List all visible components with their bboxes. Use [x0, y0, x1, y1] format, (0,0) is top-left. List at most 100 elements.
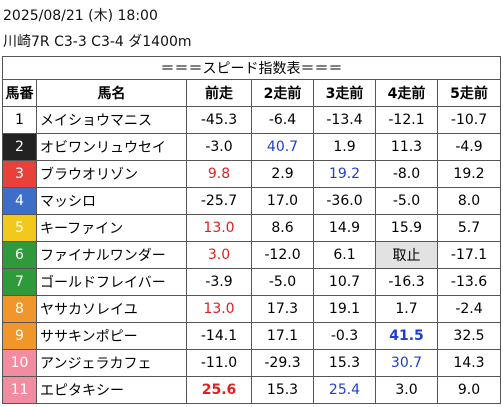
speed-index: 19.1: [313, 295, 376, 323]
speed-index: 17.3: [251, 295, 314, 323]
speed-index: 取止: [375, 241, 438, 269]
table-title: ＝＝＝スピード指数表＝＝＝: [1, 56, 502, 80]
horse-name: マッシロ: [36, 187, 187, 215]
speed-index: 30.7: [375, 349, 438, 377]
speed-index: 8.6: [251, 214, 314, 242]
horse-row: 2 オビワンリュウセイ -3.0 40.7 1.9 11.3 -4.9: [2, 133, 502, 161]
horse-name: エピタキシー: [36, 376, 187, 404]
speed-index: 11.3: [375, 133, 438, 161]
speed-table: ＝＝＝スピード指数表＝＝＝ 馬番 馬名 前走 2走前 3走前 4走前 5走前 1 メイショウマニ…: [1, 56, 502, 404]
speed-index: 5.7: [436, 214, 502, 242]
speed-index: 13.0: [186, 214, 252, 242]
race-info: 川崎7R C3-3 C3-4 ダ1400m: [3, 34, 192, 50]
speed-index: -14.1: [186, 322, 252, 350]
table-body: ＝＝＝スピード指数表＝＝＝ 馬番 馬名 前走 2走前 3走前 4走前 5走前 1 メイショウマニ…: [1, 56, 502, 404]
speed-index: 19.2: [313, 160, 376, 188]
speed-index: 15.3: [313, 349, 376, 377]
column-header: 3走前: [313, 79, 376, 107]
speed-index: 9.0: [436, 376, 502, 404]
speed-index: 14.9: [313, 214, 376, 242]
speed-index: -13.6: [436, 268, 502, 296]
speed-index: 13.0: [186, 295, 252, 323]
column-header: 2走前: [251, 79, 314, 107]
speed-index: 3.0: [186, 241, 252, 269]
speed-index: -4.9: [436, 133, 502, 161]
speed-index: 32.5: [436, 322, 502, 350]
speed-index: 17.1: [251, 322, 314, 350]
race-date: 2025/08/21 (木) 18:00: [3, 8, 158, 24]
horse-name: ブラウオリゾン: [36, 160, 187, 188]
speed-index: 1.7: [375, 295, 438, 323]
horse-name: アンジェラカフェ: [36, 349, 187, 377]
horse-row: 11 エピタキシー 25.6 15.3 25.4 3.0 9.0: [2, 376, 502, 404]
horse-name: ファイナルワンダー: [36, 241, 187, 269]
horse-number: 9: [2, 322, 37, 350]
speed-index: -13.4: [313, 106, 376, 134]
horse-name: メイショウマニス: [36, 106, 187, 134]
speed-index: -16.3: [375, 268, 438, 296]
speed-index: -0.3: [313, 322, 376, 350]
horse-row: 6 ファイナルワンダー 3.0 -12.0 6.1 取止 -17.1: [2, 241, 502, 269]
speed-index: 9.8: [186, 160, 252, 188]
speed-index: -25.7: [186, 187, 252, 215]
horse-number: 10: [2, 349, 37, 377]
speed-index: 15.9: [375, 214, 438, 242]
horse-number: 1: [2, 106, 37, 134]
horse-number: 8: [2, 295, 37, 323]
horse-row: 9 ササキンポピー -14.1 17.1 -0.3 41.5 32.5: [2, 322, 502, 350]
header-row: 馬番 馬名 前走 2走前 3走前 4走前 5走前: [2, 79, 502, 107]
speed-index: 1.9: [313, 133, 376, 161]
horse-number: 6: [2, 241, 37, 269]
speed-index: 8.0: [436, 187, 502, 215]
horse-number: 7: [2, 268, 37, 296]
speed-index: 3.0: [375, 376, 438, 404]
horse-row: 3 ブラウオリゾン 9.8 2.9 19.2 -8.0 19.2: [2, 160, 502, 188]
speed-index: -12.0: [251, 241, 314, 269]
speed-index: 17.0: [251, 187, 314, 215]
horse-number: 4: [2, 187, 37, 215]
speed-index: -2.4: [436, 295, 502, 323]
horse-name: ゴールドフレイバー: [36, 268, 187, 296]
horse-row: 1 メイショウマニス -45.3 -6.4 -13.4 -12.1 -10.7: [2, 106, 502, 134]
speed-index: -6.4: [251, 106, 314, 134]
speed-index: 14.3: [436, 349, 502, 377]
horse-number: 11: [2, 376, 37, 404]
speed-index: -10.7: [436, 106, 502, 134]
column-header: 前走: [186, 79, 252, 107]
title-row: ＝＝＝スピード指数表＝＝＝: [1, 56, 502, 80]
horse-row: 5 キーファイン 13.0 8.6 14.9 15.9 5.7: [2, 214, 502, 242]
speed-index: 40.7: [251, 133, 314, 161]
speed-index: -12.1: [375, 106, 438, 134]
speed-index: -45.3: [186, 106, 252, 134]
speed-index: 10.7: [313, 268, 376, 296]
speed-index: 15.3: [251, 376, 314, 404]
horse-number: 3: [2, 160, 37, 188]
horse-name: ヤサカソレイユ: [36, 295, 187, 323]
horse-number: 2: [2, 133, 37, 161]
horse-row: 10 アンジェラカフェ -11.0 -29.3 15.3 30.7 14.3: [2, 349, 502, 377]
speed-index: -17.1: [436, 241, 502, 269]
horse-row: 8 ヤサカソレイユ 13.0 17.3 19.1 1.7 -2.4: [2, 295, 502, 323]
speed-index: 2.9: [251, 160, 314, 188]
speed-index: 25.6: [186, 376, 252, 404]
speed-index: 6.1: [313, 241, 376, 269]
speed-index: -3.0: [186, 133, 252, 161]
horse-row: 4 マッシロ -25.7 17.0 -36.0 -5.0 8.0: [2, 187, 502, 215]
speed-index: -36.0: [313, 187, 376, 215]
horse-name: キーファイン: [36, 214, 187, 242]
speed-index: -5.0: [251, 268, 314, 296]
column-header: 5走前: [436, 79, 502, 107]
horse-name: ササキンポピー: [36, 322, 187, 350]
horse-number: 5: [2, 214, 37, 242]
speed-index: 41.5: [375, 322, 438, 350]
speed-index: 25.4: [313, 376, 376, 404]
horse-row: 7 ゴールドフレイバー -3.9 -5.0 10.7 -16.3 -13.6: [2, 268, 502, 296]
speed-index: -8.0: [375, 160, 438, 188]
column-header: 馬名: [36, 79, 187, 107]
column-header: 4走前: [375, 79, 438, 107]
speed-index: 19.2: [436, 160, 502, 188]
horse-name: オビワンリュウセイ: [36, 133, 187, 161]
speed-index: -3.9: [186, 268, 252, 296]
speed-index: -5.0: [375, 187, 438, 215]
